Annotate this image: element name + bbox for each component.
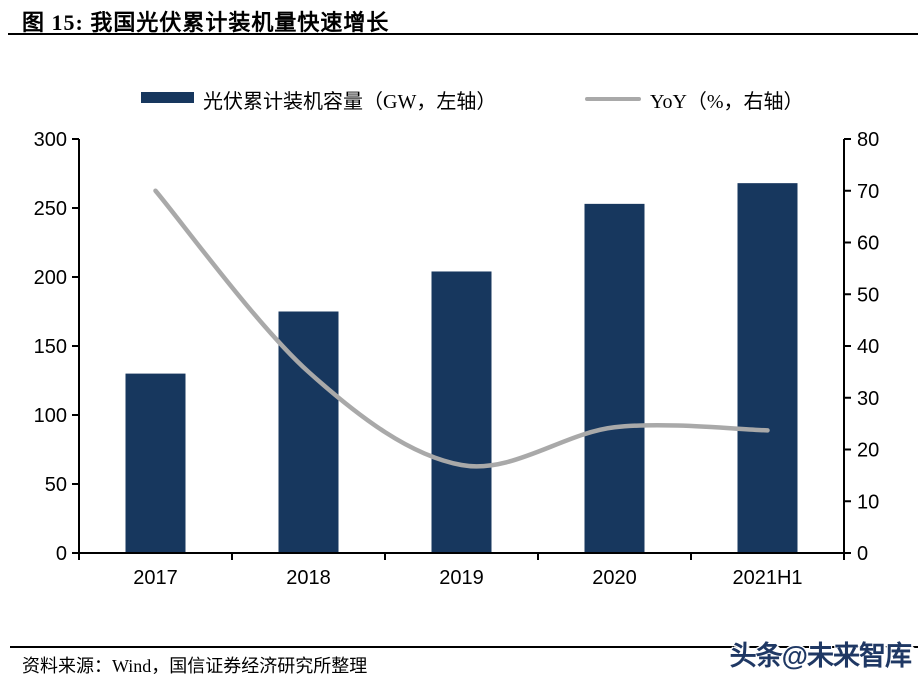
bar-2019 xyxy=(431,271,492,553)
bar-2017 xyxy=(125,373,186,553)
y-right-tick-label: 20 xyxy=(857,440,879,462)
y-left-tick-label: 250 xyxy=(34,198,67,220)
bar-2018 xyxy=(278,311,339,553)
y-left-tick-label: 50 xyxy=(45,474,67,496)
yoy-line xyxy=(153,188,770,469)
y-right-tick-label: 50 xyxy=(857,284,879,306)
legend-line-label: YoY（%，右轴） xyxy=(650,91,804,113)
y-right-tick-label: 10 xyxy=(857,491,879,513)
legend-bar-label: 光伏累计装机容量（GW，左轴） xyxy=(203,91,497,113)
y-left-tick-label: 150 xyxy=(34,336,67,358)
y-left-tick-label: 100 xyxy=(34,405,67,427)
y-left-tick-label: 200 xyxy=(34,267,67,289)
y-left-tick-label: 300 xyxy=(34,129,67,151)
source-note: 资料来源：Wind，国信证券经济研究所整理 xyxy=(22,656,368,676)
y-left-tick-label: 0 xyxy=(56,543,67,565)
y-right-tick-label: 80 xyxy=(857,129,879,151)
x-axis-label: 2021H1 xyxy=(732,567,802,589)
bar-2020 xyxy=(584,203,645,554)
footer-divider xyxy=(10,646,918,648)
y-right-tick-label: 0 xyxy=(857,543,868,565)
y-right-tick-label: 40 xyxy=(857,336,879,358)
y-right-tick-label: 60 xyxy=(857,233,879,255)
legend-line-swatch xyxy=(585,97,641,101)
x-axis-label: 2020 xyxy=(592,567,637,589)
y-right-tick-label: 70 xyxy=(857,181,879,203)
legend-bar-swatch xyxy=(141,92,194,103)
bar-2021H1 xyxy=(737,183,798,553)
watermark: 头条@未来智库 xyxy=(729,641,912,671)
title-divider xyxy=(8,33,918,35)
x-axis-label: 2019 xyxy=(439,567,484,589)
y-right-tick-label: 30 xyxy=(857,388,879,410)
x-axis-label: 2018 xyxy=(286,567,331,589)
x-axis-label: 2017 xyxy=(133,567,178,589)
figure-title: 图 15: 我国光伏累计装机量快速增长 xyxy=(22,10,390,35)
